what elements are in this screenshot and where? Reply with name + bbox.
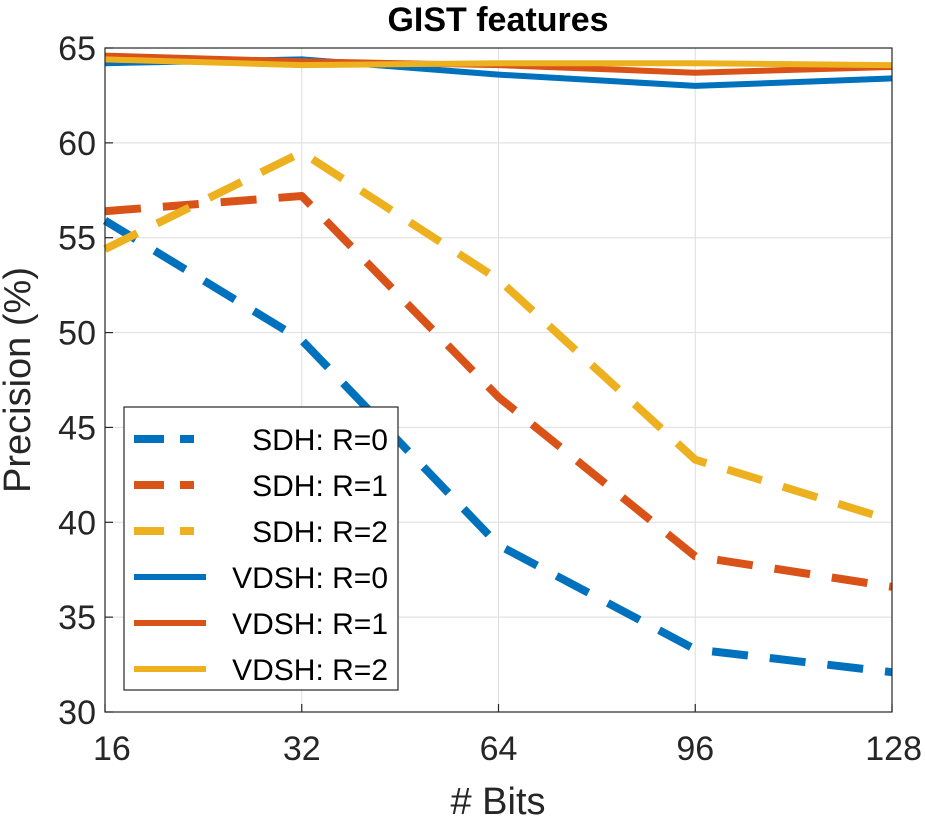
- x-tick-label: 32: [283, 730, 321, 768]
- chart-title: GIST features: [387, 1, 608, 39]
- y-axis-label: Precision (%): [0, 267, 39, 493]
- series-line-sdh-r-1: [104, 192, 893, 591]
- legend-entry: SDH: R=0: [252, 424, 388, 457]
- y-tick-label: 60: [58, 125, 96, 163]
- x-tick-labels: 16 32 64 96 128: [93, 704, 922, 768]
- legend-entry: SDH: R=1: [252, 470, 388, 503]
- legend-entry: VDSH: R=1: [232, 608, 388, 641]
- x-tick-label: 128: [865, 730, 922, 768]
- series-line-sdh-r-2: [103, 148, 894, 525]
- y-tick-label: 65: [58, 30, 96, 68]
- x-tick-label: 16: [93, 730, 131, 768]
- legend-entry: SDH: R=2: [252, 516, 388, 549]
- legend-entry: VDSH: R=2: [232, 654, 388, 687]
- y-tick-label: 45: [58, 409, 96, 447]
- x-axis-label: # Bits: [450, 781, 545, 821]
- y-tick-label: 35: [58, 599, 96, 637]
- legend-box: [123, 406, 399, 691]
- x-tick-label: 64: [480, 730, 518, 768]
- legend-entry: VDSH: R=0: [232, 562, 388, 595]
- series-line-vdsh-r-2: [104, 56, 893, 69]
- y-tick-label: 40: [58, 504, 96, 542]
- legend: SDH: R=0 SDH: R=1 SDH: R=2 VDSH: R=0 VDSH: R…: [123, 406, 399, 691]
- y-tick-label: 55: [58, 220, 96, 258]
- y-tick-label: 30: [58, 694, 96, 732]
- y-tick-labels: 30 35 40 45 50 55 60 65: [58, 30, 113, 732]
- x-tick-label: 96: [676, 730, 714, 768]
- series-lines: [102, 52, 894, 677]
- y-tick-label: 50: [58, 315, 96, 353]
